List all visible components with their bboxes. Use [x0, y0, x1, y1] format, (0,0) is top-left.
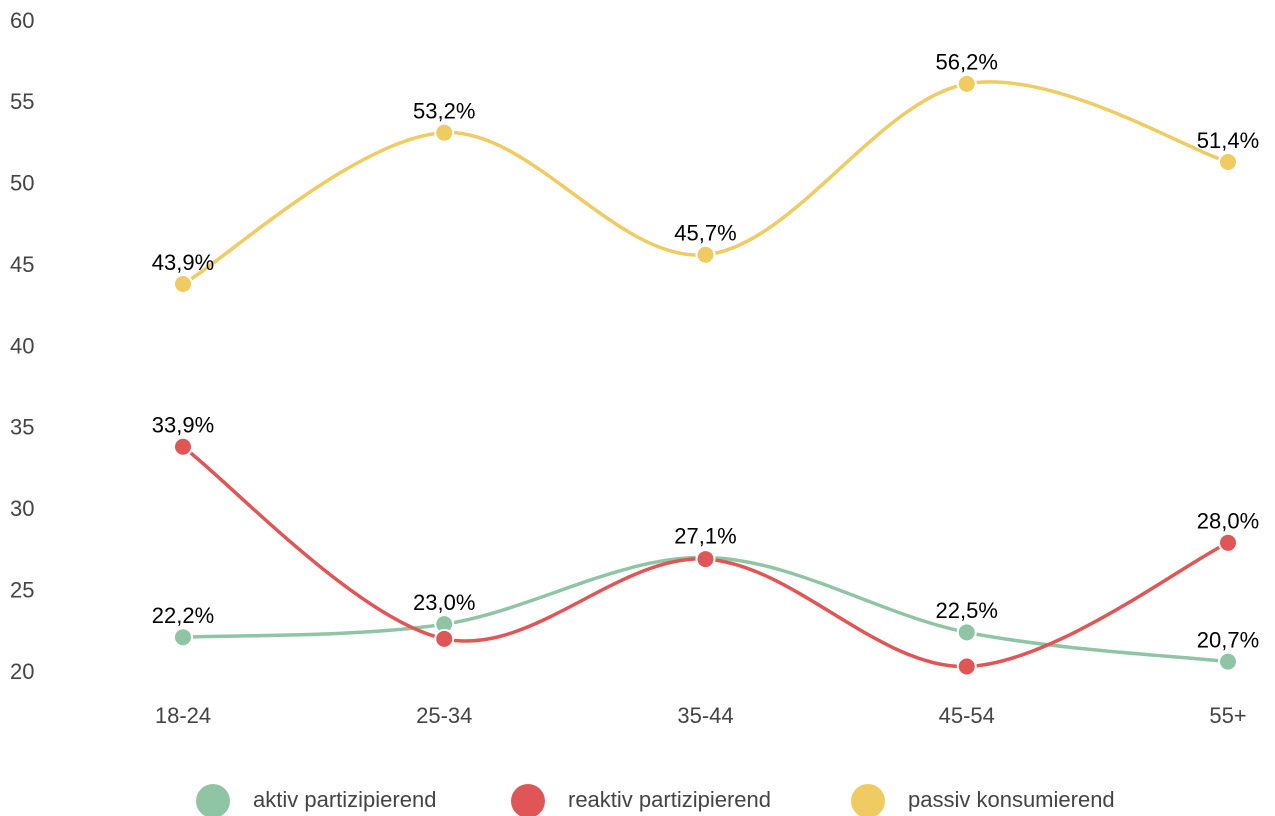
data-point [173, 274, 193, 295]
data-label: 22,2% [152, 603, 214, 628]
legend-marker [851, 784, 885, 816]
x-tick-label: 18-24 [155, 703, 211, 728]
data-label: 23,0% [413, 590, 475, 615]
y-tick-label: 25 [10, 577, 34, 602]
x-tick-label: 35-44 [677, 703, 733, 728]
data-point [956, 622, 977, 643]
legend-marker [196, 784, 230, 816]
data-point [1218, 532, 1238, 553]
data-point [695, 549, 716, 570]
data-label: 33,9% [152, 413, 214, 438]
data-label: 53,2% [413, 98, 475, 123]
data-point [1218, 651, 1238, 672]
data-label: 20,7% [1197, 627, 1259, 652]
data-point [695, 244, 716, 265]
data-point [956, 73, 977, 94]
data-point [434, 122, 455, 143]
data-point [1218, 151, 1238, 172]
data-point [173, 627, 193, 648]
series-line [182, 555, 1229, 664]
y-tick-label: 50 [10, 171, 34, 196]
legend-label: reaktiv partizipierend [568, 787, 771, 812]
legend-label: aktiv partizipierend [253, 787, 436, 812]
y-tick-label: 55 [10, 89, 34, 114]
y-tick-label: 30 [10, 496, 34, 521]
legend-marker [511, 784, 545, 816]
data-label: 56,2% [936, 50, 998, 75]
y-tick-label: 20 [10, 659, 34, 684]
data-point [434, 628, 455, 649]
data-label: 51,4% [1197, 128, 1259, 153]
data-point [173, 436, 193, 457]
y-tick-label: 35 [10, 415, 34, 440]
y-tick-label: 60 [10, 8, 34, 33]
data-label: 22,5% [936, 598, 998, 623]
y-tick-label: 40 [10, 333, 34, 358]
data-label: 27,1% [674, 523, 736, 548]
x-tick-label: 25-34 [416, 703, 472, 728]
x-tick-label: 55+ [1209, 703, 1246, 728]
data-label: 43,9% [152, 250, 214, 275]
data-label: 28,0% [1197, 509, 1259, 534]
x-tick-label: 45-54 [939, 703, 995, 728]
y-tick-label: 45 [10, 252, 34, 277]
legend-label: passiv konsumierend [908, 787, 1115, 812]
data-point [956, 656, 977, 677]
data-label: 45,7% [674, 221, 736, 246]
